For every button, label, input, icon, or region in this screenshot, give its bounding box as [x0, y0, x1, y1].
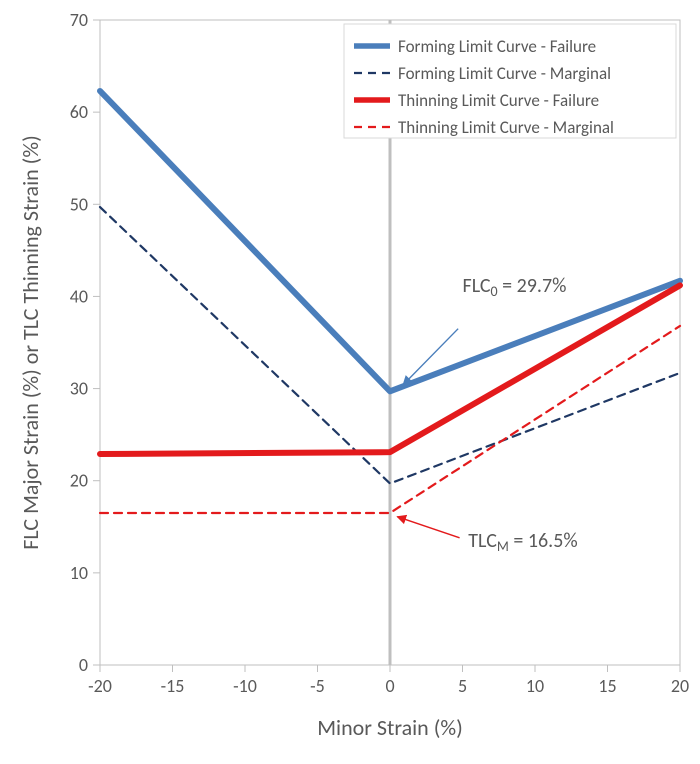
- y-tick-label: 30: [70, 378, 88, 400]
- flc-tlc-chart: -20 -15 -10 -5 0 5 10 15 20 0 10 20 30 40 50 60 70 Minor …: [0, 0, 700, 764]
- x-tick-label: -10: [233, 675, 257, 697]
- legend-label: Forming Limit Curve - Failure: [398, 36, 596, 57]
- x-tick-label: -15: [161, 675, 185, 697]
- x-tick-label: 0: [385, 675, 394, 697]
- legend-label: Thinning Limit Curve - Marginal: [398, 117, 614, 138]
- y-axis-title: FLC Major Strain (%) or TLC Thinning Str…: [17, 135, 44, 550]
- legend-label: Thinning Limit Curve - Failure: [398, 90, 599, 111]
- y-tick-label: 0: [79, 654, 88, 676]
- annotation-tlcm: TLCM = 16.5%: [468, 529, 577, 555]
- y-tick-label: 10: [70, 562, 88, 584]
- x-tick-label: 5: [458, 675, 467, 697]
- y-tick-label: 70: [70, 9, 88, 31]
- legend-label: Forming Limit Curve - Marginal: [398, 63, 611, 84]
- y-tick-label: 50: [70, 193, 88, 215]
- y-tick-label: 20: [70, 470, 88, 492]
- annotation-arrow-tlcm: [397, 517, 459, 538]
- y-tick-label: 40: [70, 285, 88, 307]
- x-tick-label: 10: [526, 675, 544, 697]
- annotation-flc0: FLC0 = 29.7%: [463, 274, 567, 300]
- x-tick-label: -20: [88, 675, 112, 697]
- x-tick-label: 20: [671, 675, 689, 697]
- x-axis-title: Minor Strain (%): [317, 714, 463, 741]
- y-tick-label: 60: [70, 101, 88, 123]
- x-tick-label: -5: [310, 675, 325, 697]
- x-tick-label: 15: [598, 675, 616, 697]
- chart-svg: -20 -15 -10 -5 0 5 10 15 20 0 10 20 30 40 50 60 70 Minor …: [0, 0, 700, 764]
